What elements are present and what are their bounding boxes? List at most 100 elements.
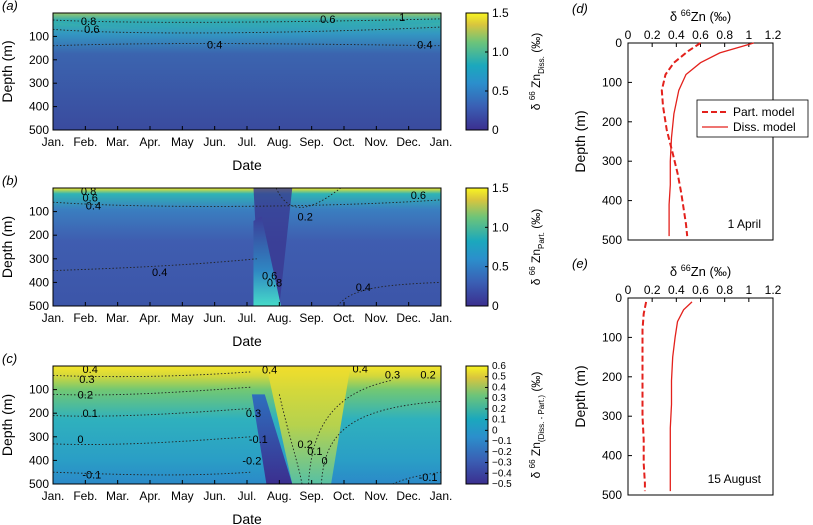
y-tick-label: 200 (602, 115, 622, 129)
y-tick-label: 400 (602, 449, 622, 463)
x-tick-label: Jun. (203, 311, 226, 325)
colorbar: 1.5 1.0 0.5 0 δ 66 ZnPart. (‰) (465, 181, 546, 313)
y-tick-label: 0 (615, 291, 622, 305)
y-axis-label: Depth (m) (0, 40, 15, 102)
y-tick-label: 200 (29, 406, 49, 420)
colorbar-label-part: Zn (529, 249, 543, 266)
x-tick-label: 1 (745, 283, 752, 297)
colorbar-label-part: 66 (528, 459, 537, 468)
series-line-dissolved (668, 42, 754, 237)
y-tick-label: 300 (29, 252, 49, 266)
y-tick-label: 400 (29, 453, 49, 467)
x-tick-label: Jun. (203, 489, 226, 503)
x-tick-label: Oct. (333, 489, 355, 503)
contour-label: 0.4 (356, 282, 371, 294)
y-axis-label: Depth (m) (0, 216, 15, 278)
colorbar-tick-label: 0.1 (492, 415, 506, 426)
y-tick-label: 300 (29, 76, 49, 90)
x-tick-label: 0.8 (716, 28, 733, 42)
contour-label: 0.4 (353, 363, 368, 375)
contour-label: 0.6 (83, 192, 98, 204)
x-tick-label: Sep. (299, 489, 324, 503)
contour-line (275, 188, 342, 208)
y-tick-label: 200 (29, 53, 49, 67)
colorbar-label-part: Zn (529, 442, 543, 459)
y-axis-label: Depth (m) (572, 110, 588, 172)
heatmap-background (53, 188, 441, 306)
y-tick-label: 500 (29, 299, 49, 313)
colorbar-scale (465, 187, 489, 307)
panel-label: (e) (572, 256, 588, 271)
colorbar-tick-label: 1.0 (492, 220, 509, 234)
contour-label: 0.4 (207, 40, 222, 52)
y-tick-label: 100 (602, 330, 622, 344)
x-axis-label: Date (232, 333, 262, 349)
colorbar-tick-label: 1.5 (492, 6, 509, 20)
colorbar-label-part: 66 (528, 91, 537, 100)
x-tick-label: 1.2 (765, 28, 782, 42)
x-tick-label: Aug. (267, 489, 292, 503)
y-tick-label: 100 (29, 383, 49, 397)
y-tick-label: 400 (29, 100, 49, 114)
colorbar-tick-label: 0.3 (492, 393, 506, 404)
x-tick-label: Mar. (106, 489, 129, 503)
x-axis-label: Date (232, 511, 262, 525)
x-axis-label-part: δ (670, 9, 681, 24)
x-tick-label: Nov. (364, 489, 388, 503)
contour-label: 0.4 (152, 267, 167, 279)
heatmap-panel-b: 0.80.60.40.20.60.40.40.60.81002003004005… (0, 173, 546, 349)
plume-positive (266, 366, 351, 484)
x-tick-label: Sep. (299, 311, 324, 325)
contour-label: 0.3 (246, 408, 261, 420)
contour-label: 0.8 (267, 277, 282, 289)
x-tick-label: Nov. (364, 135, 388, 149)
contour-label: 0.3 (385, 369, 400, 381)
x-tick-label: 0.6 (692, 28, 709, 42)
legend-box (696, 99, 809, 138)
contour-line (53, 386, 251, 396)
x-tick-label: 0.2 (644, 28, 661, 42)
series-line-dissolved (669, 301, 693, 492)
colorbar-label-part: (Diss. - Part.) (537, 395, 546, 442)
colorbar-tick-label: 1.5 (492, 181, 509, 195)
colorbar-tick-label: 0.4 (492, 382, 506, 393)
heatmap-field: 0.80.60.6 10.4 0.4 (53, 13, 441, 130)
x-axis-label: δ 66Zn (‰) (670, 263, 731, 279)
colorbar-label-part: (‰) (529, 209, 543, 232)
colorbar-scale (465, 12, 489, 131)
contour-line (53, 471, 251, 476)
colorbar-label: δ 66 Zn(Diss. - Part.) (‰) (528, 372, 546, 479)
y-tick-label: 200 (602, 370, 622, 384)
x-tick-label: Mar. (106, 311, 129, 325)
colorbar-tick-label: 0.5 (492, 260, 509, 274)
colorbar-label-part: δ (529, 100, 543, 110)
y-tick-label: 500 (29, 123, 49, 137)
plot-frame (627, 297, 774, 496)
y-tick-label: 200 (29, 228, 49, 242)
colorbar-label-part: Zn (529, 74, 543, 91)
legend-label: Part. model (733, 105, 794, 119)
x-tick-label: Dec. (396, 135, 421, 149)
x-tick-label: Jul. (238, 489, 257, 503)
heatmap-field: 0.80.60.40.20.60.40.40.60.8 (53, 188, 441, 306)
x-tick-label: Jul. (238, 311, 257, 325)
colorbar-tick-label: 0 (492, 299, 499, 313)
contour-line (53, 26, 441, 34)
x-tick-label: May (171, 489, 194, 503)
y-tick-label: 400 (29, 275, 49, 289)
colorbar-label-part: Diss. (537, 56, 546, 74)
y-tick-label: 500 (602, 233, 622, 247)
date-annotation: 15 August (708, 472, 762, 486)
contour-label: 0.2 (78, 389, 93, 401)
x-axis-label-part: 66 (681, 8, 691, 18)
x-tick-label: Oct. (333, 135, 355, 149)
heatmap-background (53, 13, 441, 130)
x-tick-label: Aug. (267, 135, 292, 149)
x-tick-label: 1.2 (765, 283, 782, 297)
colorbar-tick-label: 0 (492, 123, 499, 137)
contour-label: 0.2 (298, 439, 313, 451)
y-tick-label: 300 (602, 409, 622, 423)
